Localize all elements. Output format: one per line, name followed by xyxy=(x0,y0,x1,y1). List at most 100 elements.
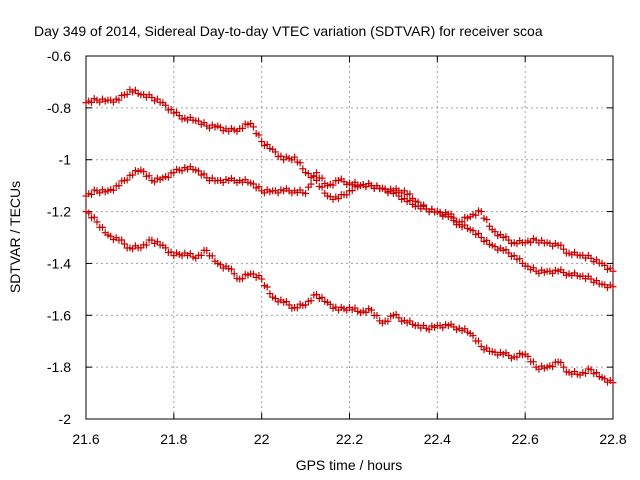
y-tick-label: -0.6 xyxy=(47,48,71,64)
data-point xyxy=(293,304,301,312)
axis-ticks: 21.6 21.8 22 22.2 22.4 22.6 22.8 -0.6 -0.8 -1 -1.2… xyxy=(47,48,627,447)
data-point xyxy=(203,246,211,254)
data-point xyxy=(529,358,537,366)
data-point xyxy=(582,369,590,377)
data-point xyxy=(458,218,466,226)
data-point xyxy=(258,275,266,283)
x-tick-label: 22 xyxy=(254,431,270,447)
data-point xyxy=(167,105,175,113)
data-point xyxy=(129,171,137,179)
data-point xyxy=(230,270,238,278)
data-point xyxy=(195,167,203,175)
data-point xyxy=(93,218,101,226)
data-point xyxy=(145,172,153,180)
data-point xyxy=(263,140,271,148)
data-point xyxy=(609,267,617,275)
data-point xyxy=(527,238,535,246)
data-point xyxy=(277,152,285,160)
data-point xyxy=(560,245,568,253)
data-point xyxy=(255,131,263,139)
data-point xyxy=(483,216,491,224)
y-tick-label: -0.8 xyxy=(47,100,71,116)
data-point xyxy=(307,297,315,305)
data-point xyxy=(167,248,175,256)
data-point xyxy=(249,180,257,188)
data-point xyxy=(609,283,617,291)
data-point xyxy=(115,96,123,104)
data-point xyxy=(255,183,263,191)
data-point xyxy=(208,252,216,260)
data-point xyxy=(557,241,565,249)
data-point xyxy=(483,236,491,244)
data-point xyxy=(469,332,477,340)
data-point xyxy=(362,308,370,316)
data-point xyxy=(307,180,315,188)
data-point xyxy=(329,181,337,189)
data-point xyxy=(447,210,455,218)
y-tick-label: -2 xyxy=(59,411,72,427)
data-point xyxy=(85,209,93,217)
data-point xyxy=(516,255,524,263)
data-point xyxy=(115,182,123,190)
data-points xyxy=(82,86,617,387)
data-point xyxy=(87,98,95,106)
data-point xyxy=(118,236,126,244)
data-point xyxy=(151,178,159,186)
data-point xyxy=(601,261,609,269)
data-point xyxy=(271,148,279,156)
data-point xyxy=(593,369,601,377)
data-point xyxy=(557,358,565,366)
chart-title: Day 349 of 2014, Sidereal Day-to-day VTE… xyxy=(34,23,543,39)
data-point xyxy=(87,190,95,198)
data-point xyxy=(123,176,131,184)
data-point xyxy=(477,208,485,216)
data-point xyxy=(296,159,304,167)
data-point xyxy=(142,241,150,249)
x-tick-label: 22.8 xyxy=(599,431,626,447)
x-tick-label: 22.6 xyxy=(512,431,539,447)
data-point xyxy=(109,186,117,194)
data-point xyxy=(313,291,321,299)
data-point xyxy=(414,198,422,206)
data-point xyxy=(263,283,271,291)
data-point xyxy=(485,222,493,230)
data-point xyxy=(510,252,518,260)
data-point xyxy=(326,300,334,308)
y-tick-label: -1.4 xyxy=(47,255,71,271)
x-tick-label: 21.6 xyxy=(72,431,99,447)
data-point xyxy=(258,138,266,146)
y-tick-label: -1.6 xyxy=(47,307,71,323)
data-point xyxy=(425,326,433,334)
data-point xyxy=(313,169,321,177)
data-point xyxy=(120,240,128,248)
data-point xyxy=(318,174,326,182)
data-point xyxy=(238,124,246,132)
data-point xyxy=(373,312,381,320)
data-point xyxy=(524,352,532,360)
data-point xyxy=(367,306,375,314)
data-point xyxy=(200,170,208,178)
data-point xyxy=(469,227,477,235)
x-tick-label: 22.2 xyxy=(336,431,363,447)
data-point xyxy=(475,229,483,237)
data-point xyxy=(318,183,326,191)
data-point xyxy=(90,213,98,221)
data-point xyxy=(513,353,521,361)
data-point xyxy=(384,317,392,325)
data-point xyxy=(587,366,595,374)
data-point xyxy=(304,170,312,178)
y-tick-label: -1.8 xyxy=(47,359,71,375)
data-point xyxy=(140,168,148,176)
data-point xyxy=(164,173,172,181)
data-point xyxy=(162,244,170,252)
data-point xyxy=(197,251,205,259)
data-point xyxy=(491,228,499,236)
data-point xyxy=(238,275,246,283)
data-point xyxy=(609,379,617,387)
x-tick-label: 21.8 xyxy=(160,431,187,447)
data-point xyxy=(249,123,257,131)
data-point xyxy=(335,195,343,203)
y-tick-label: -1.2 xyxy=(47,204,71,220)
data-point xyxy=(450,214,458,222)
